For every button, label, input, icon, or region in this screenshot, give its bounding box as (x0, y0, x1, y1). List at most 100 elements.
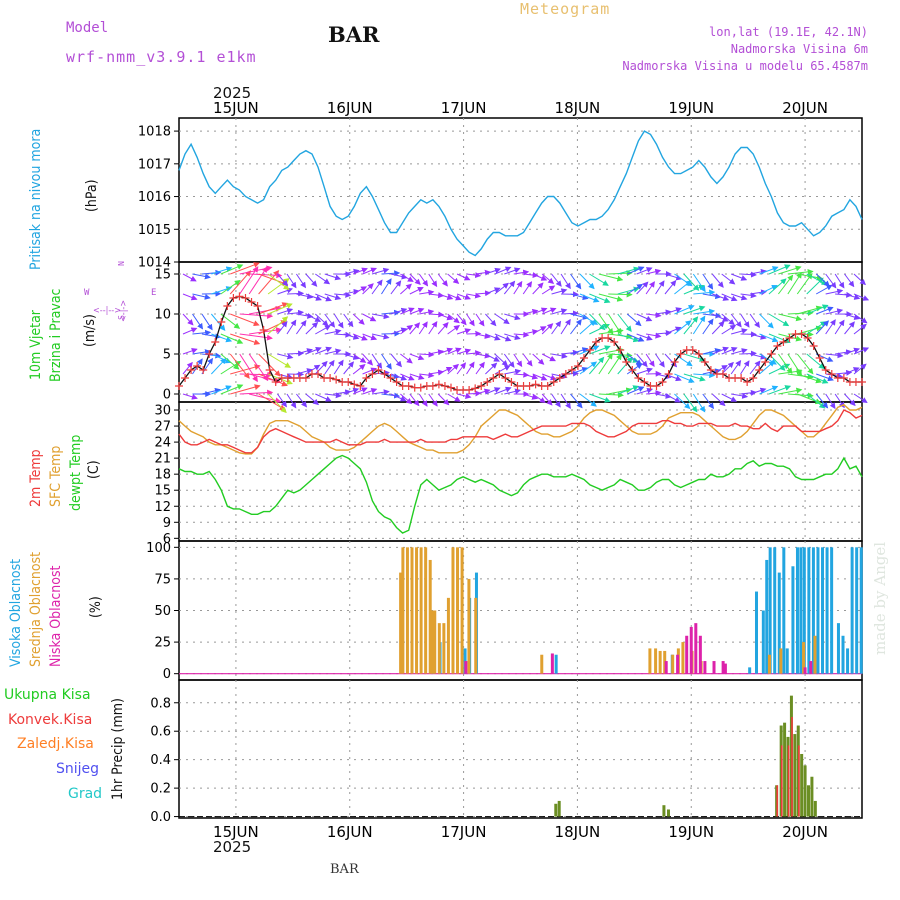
precip-bar (800, 753, 804, 817)
wind-arrow (504, 313, 521, 321)
wind-arrow (437, 347, 454, 355)
wind-arrow (570, 347, 589, 355)
cloud-bar (401, 547, 405, 674)
wind-arrow (400, 283, 412, 295)
wind-arrow (334, 331, 352, 338)
wind-arrow (777, 353, 793, 374)
wind-speed-point (561, 370, 570, 378)
wind-arrow (324, 392, 342, 399)
wind-arrow (815, 284, 833, 295)
wind-arrow (532, 307, 548, 315)
ytick-label-temperature: 12 (154, 500, 171, 515)
wind-speed-point (332, 375, 341, 384)
wind-arrow (853, 363, 867, 375)
wind-arrow (617, 333, 640, 343)
wind-arrow (778, 387, 803, 395)
wind-arrow (381, 353, 392, 370)
wind-arrow (494, 333, 512, 342)
wind-arrow (655, 353, 665, 368)
compass-horizontal: <--|--> (93, 306, 121, 316)
temp-unit-label: (C) (86, 460, 102, 479)
wind-arrow (324, 348, 342, 355)
ytick-label-pressure: 1016 (138, 190, 171, 205)
wind-arrow (816, 306, 834, 315)
wind-arrow (730, 273, 748, 281)
wind-arrow (749, 353, 767, 360)
wind-arrow (835, 291, 853, 298)
wind-arrow (523, 329, 539, 335)
wind-arrow (768, 264, 791, 275)
wind-speed-point (362, 374, 371, 382)
model-name: wrf-nmm_v3.9.1 e1km (66, 48, 257, 66)
wind-arrow (589, 356, 605, 375)
wind-speed-point (773, 342, 782, 350)
wind-speed-point (718, 370, 727, 378)
wind-arrow (258, 373, 288, 387)
cloud-bar (855, 547, 859, 674)
wind-arrow (504, 333, 521, 341)
cloud-bar (474, 572, 478, 674)
precip-bar (810, 776, 814, 817)
wind-arrow (305, 393, 320, 406)
precip-bar (793, 734, 797, 817)
wind-arrow (541, 285, 556, 295)
wind-arrow (381, 309, 401, 316)
cloud-bar (723, 663, 727, 674)
wind-arrow (570, 319, 582, 335)
wind-arrow (371, 313, 390, 320)
wind-speed-point (809, 342, 818, 350)
wind-arrow (305, 293, 322, 301)
wind-arrow (702, 312, 722, 319)
wind-arrow (277, 287, 293, 295)
wind-arrow (570, 313, 589, 320)
wind-speed-point (344, 378, 353, 386)
wind-arrow (655, 393, 672, 399)
wind-arrow (731, 328, 748, 335)
wind-arrow (683, 373, 706, 382)
wind-arrow (749, 387, 767, 395)
wind-arrow (598, 392, 624, 398)
wind-arrow (494, 386, 512, 395)
wind-speed-point (193, 362, 202, 370)
wind-arrow (362, 333, 378, 341)
wind-arrow (806, 273, 828, 285)
wind-arrow (419, 289, 435, 296)
wind-arrow (787, 373, 814, 380)
wind-arrow (617, 385, 640, 395)
cloud-bar (442, 623, 446, 674)
lonlat-label: lon,lat (19.1E, 42.1N) (709, 25, 868, 39)
compass-north: N (116, 261, 126, 266)
ytick-label-wind: 15 (154, 268, 171, 283)
wind-arrow (759, 385, 779, 395)
wind-arrow (740, 271, 757, 278)
ytick-label-pressure: 1018 (138, 125, 171, 140)
cloud-bar (685, 635, 689, 674)
wind-arrow (475, 333, 491, 339)
wind-arrow (844, 347, 861, 355)
cloud-bar (663, 650, 667, 674)
wind-arrow (711, 365, 728, 375)
ytick-label-precip: 0.6 (150, 725, 171, 740)
wind-speed-point (767, 350, 776, 358)
wind-arrow (418, 273, 429, 287)
cloud-bar (431, 610, 435, 674)
wind-speed-point (446, 383, 455, 392)
wind-speed-point (211, 338, 220, 346)
wind-speed-point (791, 330, 800, 338)
wind-arrow (314, 360, 328, 375)
wind-arrow (626, 266, 645, 275)
cloud-bar (765, 559, 769, 674)
wind-arrow (230, 333, 261, 345)
wind-speed-point (398, 382, 407, 390)
wind-speed-point (495, 370, 504, 378)
wind-arrow (371, 279, 383, 295)
wind-arrow (655, 280, 665, 295)
wind-arrow (759, 353, 777, 365)
wind-arrow (570, 393, 583, 409)
wind-arrow (636, 313, 653, 322)
wind-speed-point (821, 366, 830, 374)
wind-arrow (390, 327, 408, 335)
wind-speed-line (178, 295, 862, 391)
model-altitude-label: Nadmorska Visina u modelu 65.4587m (622, 59, 868, 73)
wind-speed-point (368, 370, 377, 378)
